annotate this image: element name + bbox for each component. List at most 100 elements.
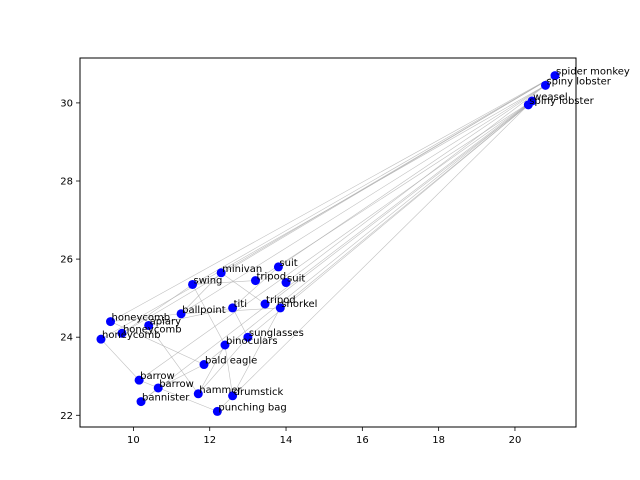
point-label: bannister <box>142 393 190 404</box>
data-point <box>273 262 283 272</box>
data-point <box>176 309 186 319</box>
edge-line <box>180 272 222 314</box>
point-label: suit <box>279 258 297 269</box>
data-point <box>275 303 285 313</box>
point-label: bald eagle <box>205 356 257 367</box>
point-label: sunglasses <box>249 328 304 339</box>
data-point <box>199 360 209 370</box>
edge-line <box>110 321 205 365</box>
edge-line <box>192 284 226 346</box>
x-tick-label: 12 <box>203 435 216 446</box>
edge-line <box>138 100 533 381</box>
edge-line <box>220 272 266 305</box>
data-point <box>523 100 533 110</box>
data-point <box>220 340 230 350</box>
plot-frame <box>79 57 577 428</box>
data-point <box>243 332 253 342</box>
edge-line <box>232 307 281 396</box>
point-label: spider monkey <box>556 67 630 78</box>
y-axis-ticks: 22 24 26 28 30 <box>60 98 80 422</box>
y-tick-label: 26 <box>60 255 73 266</box>
point-label: drumstick <box>234 387 284 398</box>
edge-line <box>232 266 279 309</box>
points-layer <box>96 71 560 416</box>
point-label: spiny lobster <box>529 96 594 107</box>
y-tick-label: 22 <box>60 411 73 422</box>
data-point <box>106 317 116 327</box>
edge-line <box>264 100 533 305</box>
edge-line <box>100 338 140 381</box>
point-label: snorkel <box>281 299 317 310</box>
point-label: minivan <box>222 264 262 275</box>
point-label: hammer <box>199 385 242 396</box>
edge-line <box>110 313 182 322</box>
point-label: ballpoint <box>182 305 226 316</box>
data-point <box>134 375 144 385</box>
data-point <box>550 71 560 81</box>
edges-layer <box>100 75 556 412</box>
point-label: honeycomb <box>102 330 161 341</box>
data-point <box>212 406 222 416</box>
data-point <box>281 278 291 288</box>
data-point <box>228 391 238 401</box>
edge-line <box>247 104 529 338</box>
data-point <box>193 389 203 399</box>
edge-line <box>217 104 529 412</box>
edge-line <box>139 379 218 412</box>
edge-line <box>121 284 193 334</box>
point-label: barrow <box>159 379 194 390</box>
edge-line <box>148 325 199 394</box>
edge-line <box>192 75 556 285</box>
data-point <box>144 320 154 330</box>
edge-line <box>232 307 249 338</box>
edge-line <box>100 85 546 340</box>
data-point <box>251 276 261 286</box>
point-label: honeycomb <box>112 313 171 324</box>
y-tick-label: 24 <box>60 333 73 344</box>
point-label: suit <box>287 274 305 285</box>
edge-line <box>255 100 533 281</box>
x-tick-label: 20 <box>509 435 522 446</box>
point-label: tripod <box>266 295 296 306</box>
edge-line <box>140 104 529 402</box>
point-label: spiny lobster <box>546 76 611 87</box>
data-point <box>136 397 146 407</box>
edge-line <box>198 336 249 395</box>
edge-line <box>224 344 233 396</box>
edge-line <box>148 307 233 326</box>
point-label: apiary <box>150 316 181 327</box>
edge-line <box>221 75 556 274</box>
x-tick-label: 14 <box>280 435 293 446</box>
data-point <box>153 383 163 393</box>
point-label: tripod <box>257 272 287 283</box>
edge-line <box>180 85 546 315</box>
point-label: punching bag <box>218 402 286 413</box>
data-point <box>260 299 270 309</box>
point-label: titi <box>234 299 247 310</box>
edge-line <box>110 75 556 322</box>
y-tick-label: 30 <box>60 98 73 109</box>
edge-line <box>192 280 256 285</box>
point-label: binoculars <box>226 336 278 347</box>
data-point <box>540 80 550 90</box>
edge-line <box>198 344 226 394</box>
point-label: swing <box>194 275 223 286</box>
point-label: honeycomb <box>123 324 182 335</box>
point-label: barrow <box>140 371 175 382</box>
x-axis-ticks: 10 12 14 16 18 20 <box>127 427 521 446</box>
data-point <box>228 303 238 313</box>
x-tick-label: 16 <box>356 435 369 446</box>
data-point <box>96 334 106 344</box>
edge-line <box>203 100 533 365</box>
data-point <box>117 328 127 338</box>
edge-line <box>280 104 529 309</box>
edge-line <box>158 364 205 389</box>
x-tick-label: 10 <box>127 435 140 446</box>
data-point <box>188 279 198 289</box>
data-point <box>216 268 226 278</box>
point-label: weasel <box>533 92 568 103</box>
x-tick-label: 18 <box>432 435 445 446</box>
y-tick-label: 28 <box>60 177 73 188</box>
